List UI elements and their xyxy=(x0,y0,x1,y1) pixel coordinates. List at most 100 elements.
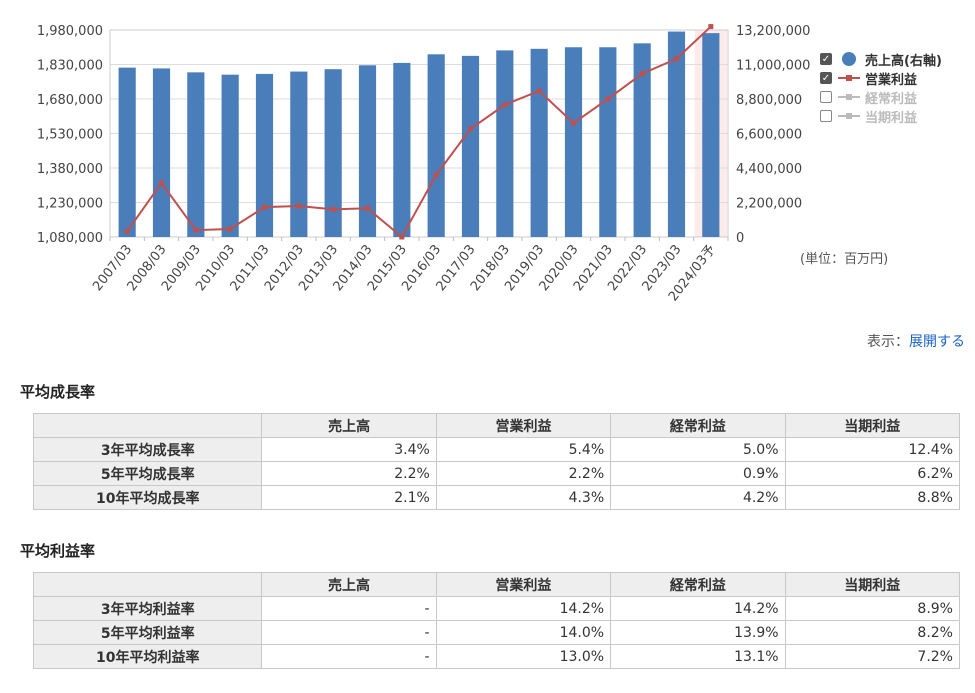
y-right-tick-label: 0 xyxy=(736,231,744,246)
bar-sales xyxy=(187,72,205,237)
table-row: 5年平均成長率 2.2% 2.2% 0.9% 6.2% xyxy=(32,461,961,486)
bar-sales xyxy=(290,71,308,237)
table-cell: - xyxy=(261,644,437,669)
table-cell: 6.2% xyxy=(784,461,961,486)
point-operating-profit xyxy=(365,205,370,211)
y-right-tick-label: 11,000,000 xyxy=(736,59,810,74)
display-prefix: 表示： xyxy=(867,334,909,350)
bar-sales xyxy=(599,47,617,237)
table-cell: 14.2% xyxy=(435,596,612,621)
y-left-tick-label: 1,530,000 xyxy=(37,128,103,143)
chart-legend: ✓ 売上高(右軸) ✓ 営業利益 経常利益 当期利益 xyxy=(820,50,942,126)
table-cell: 13.9% xyxy=(610,620,786,645)
legend-line-icon xyxy=(838,109,860,123)
legend-item-operating-profit[interactable]: ✓ 営業利益 xyxy=(820,69,942,88)
bar-sales xyxy=(667,31,686,238)
bar-sales xyxy=(461,55,480,237)
column-header: 営業利益 xyxy=(435,413,612,438)
bar-sales xyxy=(530,48,548,238)
table-cell: 8.9% xyxy=(784,596,961,621)
legend-label-ordinary-profit: 経常利益 xyxy=(865,91,918,107)
table-header-row: 売上高 営業利益 経常利益 当期利益 xyxy=(32,572,961,597)
legend-item-sales[interactable]: ✓ 売上高(右軸) xyxy=(820,50,942,69)
legend-item-net-profit[interactable]: 当期利益 xyxy=(820,107,942,126)
bar-sales xyxy=(393,62,411,237)
expand-link[interactable]: 展開する xyxy=(909,334,965,350)
y-left-tick-label: 1,230,000 xyxy=(37,197,103,212)
table-cell: 4.2% xyxy=(610,485,786,510)
bar-sales xyxy=(118,67,136,238)
point-operating-profit xyxy=(468,126,473,132)
table-row: 10年平均利益率 - 13.0% 13.1% 7.2% xyxy=(32,644,961,669)
row-header: 5年平均利益率 xyxy=(32,620,263,645)
table-cell: 12.4% xyxy=(784,437,961,462)
growth-table: 売上高 営業利益 経常利益 当期利益 3年平均成長率 3.4% 5.4% 5.0… xyxy=(32,413,961,510)
column-header: 経常利益 xyxy=(610,413,786,438)
y-right-tick-label: 13,200,000 xyxy=(736,24,810,39)
point-operating-profit xyxy=(227,226,233,232)
point-operating-profit xyxy=(536,88,542,94)
legend-label-net-profit: 当期利益 xyxy=(865,110,918,126)
row-header: 5年平均成長率 xyxy=(32,461,263,486)
legend-checkbox-operating-profit[interactable]: ✓ xyxy=(820,72,832,84)
table-corner xyxy=(32,413,263,438)
bar-sales xyxy=(324,69,342,237)
bar-sales xyxy=(221,74,239,238)
table-row: 5年平均利益率 - 14.0% 13.9% 8.2% xyxy=(32,620,961,645)
table-row: 10年平均成長率 2.1% 4.3% 4.2% 8.8% xyxy=(32,485,961,510)
bar-sales xyxy=(427,54,445,237)
table-cell: 4.3% xyxy=(435,485,612,510)
column-header: 売上高 xyxy=(261,572,437,597)
bar-sales xyxy=(496,50,514,237)
table-cell: 13.1% xyxy=(610,644,786,669)
legend-label-sales: 売上高(右軸) xyxy=(865,53,942,69)
legend-label-operating-profit: 営業利益 xyxy=(865,72,918,88)
point-operating-profit xyxy=(262,204,267,210)
table-cell: 14.0% xyxy=(435,620,612,645)
column-header: 売上高 xyxy=(261,413,437,438)
table-cell: 8.8% xyxy=(784,485,961,510)
legend-item-ordinary-profit[interactable]: 経常利益 xyxy=(820,88,942,107)
table-cell: 2.1% xyxy=(261,485,437,510)
legend-line-icon xyxy=(838,90,860,104)
table-cell: 14.2% xyxy=(610,596,786,621)
point-operating-profit xyxy=(330,206,336,212)
column-header: 当期利益 xyxy=(784,572,961,597)
column-header: 営業利益 xyxy=(435,572,612,597)
legend-checkbox-sales[interactable]: ✓ xyxy=(820,53,832,65)
y-left-tick-label: 1,680,000 xyxy=(37,93,103,108)
point-operating-profit xyxy=(193,227,199,233)
table-header-row: 売上高 営業利益 経常利益 当期利益 xyxy=(32,413,961,438)
y-right-tick-label: 6,600,000 xyxy=(736,128,802,143)
line-operating-profit xyxy=(126,25,712,239)
y-left-tick-label: 1,830,000 xyxy=(37,59,103,74)
point-operating-profit xyxy=(124,228,130,234)
table-cell: - xyxy=(261,596,437,621)
bar-sales xyxy=(152,68,171,237)
table-cell: 7.2% xyxy=(784,644,961,669)
y-right-tick-label: 2,200,000 xyxy=(736,197,802,212)
table-cell: 0.9% xyxy=(610,461,786,486)
legend-dot-icon xyxy=(838,52,860,66)
bar-sales xyxy=(564,47,583,237)
table-cell: 3.4% xyxy=(261,437,437,462)
sales-profit-chart: 1,980,000 1,830,000 1,680,000 1,530,000 1,38… xyxy=(37,24,811,304)
column-header: 経常利益 xyxy=(610,572,786,597)
bar-sales xyxy=(358,65,377,237)
table-row: 3年平均成長率 3.4% 5.4% 5.0% 12.4% xyxy=(32,437,961,462)
bar-sales xyxy=(633,43,651,237)
table-corner xyxy=(32,572,263,597)
table-row: 3年平均利益率 - 14.2% 14.2% 8.9% xyxy=(32,596,961,621)
margin-table: 売上高 営業利益 経常利益 当期利益 3年平均利益率 - 14.2% 14.2%… xyxy=(32,572,961,669)
point-operating-profit xyxy=(605,96,611,102)
legend-checkbox-net-profit[interactable] xyxy=(820,110,832,122)
point-operating-profit xyxy=(399,234,405,240)
y-right-tick-label: 4,400,000 xyxy=(736,162,802,177)
legend-checkbox-ordinary-profit[interactable] xyxy=(820,91,832,103)
table-cell: 8.2% xyxy=(784,620,961,645)
display-toggle: 表示：展開する xyxy=(867,331,965,351)
table-cell: 2.2% xyxy=(435,461,612,486)
row-header: 3年平均利益率 xyxy=(32,596,263,621)
table-cell: - xyxy=(261,620,437,645)
point-operating-profit xyxy=(159,180,164,186)
